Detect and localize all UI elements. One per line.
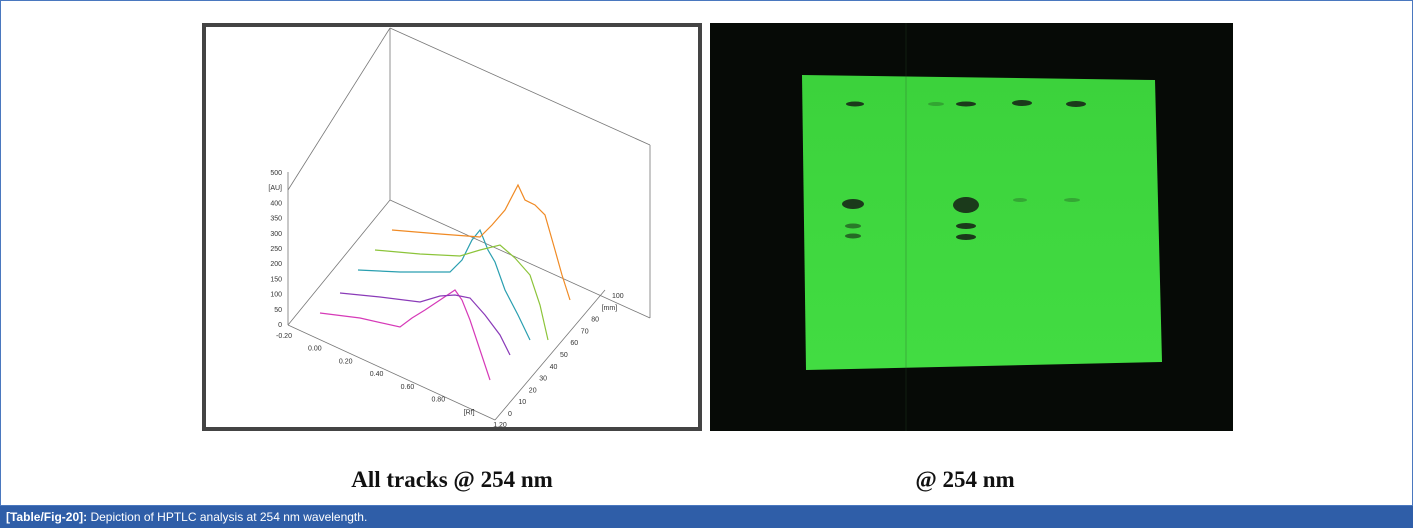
x-tick-label: 0.80 xyxy=(431,397,445,404)
x-tick-label: 1.20 xyxy=(493,422,507,429)
depth-tick-label: [mm] xyxy=(602,305,618,312)
y-tick-label: 200 xyxy=(270,261,282,268)
depth-tick-label: 40 xyxy=(550,364,558,371)
depth-tick-label: 50 xyxy=(560,352,568,359)
panel-caption: All tracks @ 254 nm xyxy=(351,467,553,493)
y-tick-label: 350 xyxy=(270,216,282,223)
x-tick-label: [Rf] xyxy=(464,409,475,416)
depth-tick-label: 70 xyxy=(581,328,589,335)
y-tick-label: 250 xyxy=(270,246,282,253)
depth-tick-label: 0 xyxy=(508,411,512,418)
x-tick-label: 0.20 xyxy=(339,358,353,365)
depth-tick-label: 80 xyxy=(591,317,599,324)
figure: 500[AU]400350300250200150100500-0.200.00… xyxy=(0,0,1413,528)
left-image xyxy=(206,27,698,427)
y-tick-label: [AU] xyxy=(268,185,282,192)
tlc-plate xyxy=(802,75,1162,370)
x-tick-label: 0.60 xyxy=(401,384,415,391)
depth-tick-label: 60 xyxy=(570,340,578,347)
figure-text: Depiction of HPTLC analysis at 254 nm wa… xyxy=(90,510,367,524)
depth-tick-label: 10 xyxy=(518,399,526,406)
x-tick-label: 0.00 xyxy=(308,346,322,353)
depth-tick-label: 20 xyxy=(529,387,537,394)
x-tick-label: 0.40 xyxy=(370,371,384,378)
y-tick-label: 50 xyxy=(274,307,282,314)
y-tick-label: 100 xyxy=(270,292,282,299)
y-tick-label: 150 xyxy=(270,276,282,283)
panel-caption: @ 254 nm xyxy=(915,467,1014,493)
y-tick-label: 300 xyxy=(270,231,282,238)
figure-label: [Table/Fig-20]: xyxy=(6,510,87,524)
y-tick-label: 400 xyxy=(270,200,282,207)
depth-tick-label: 30 xyxy=(539,376,547,383)
y-tick-label: 500 xyxy=(270,170,282,177)
depth-tick-label: 100 xyxy=(612,293,624,300)
x-tick-label: -0.20 xyxy=(276,333,292,340)
y-tick-label: 0 xyxy=(278,322,282,329)
figure-caption: [Table/Fig-20]: Depiction of HPTLC analy… xyxy=(6,510,367,524)
